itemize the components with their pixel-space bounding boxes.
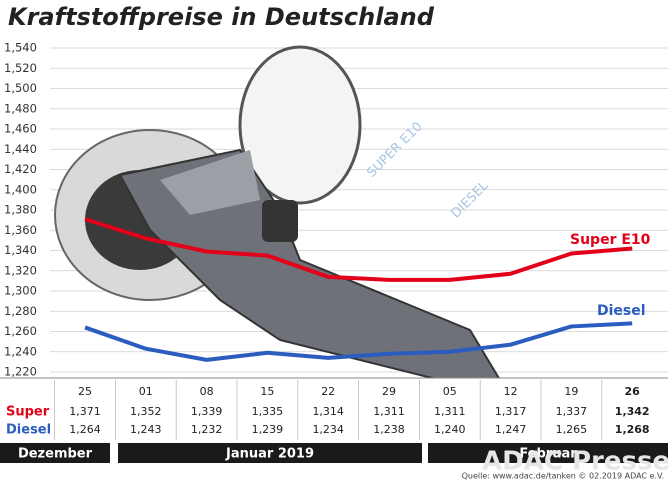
x-tick-label: 29 bbox=[382, 385, 396, 398]
month-label: Januar 2019 bbox=[225, 447, 314, 462]
x-tick-label: 12 bbox=[504, 385, 518, 398]
y-tick-label: 1,260 bbox=[4, 324, 37, 338]
value-label: 1,335 bbox=[252, 405, 284, 418]
value-label: 1,352 bbox=[130, 405, 162, 418]
source: Quelle: www.adac.de/tanken © 02.2019 ADA… bbox=[462, 472, 664, 481]
x-tick-label: 01 bbox=[139, 385, 153, 398]
month-band bbox=[428, 443, 668, 463]
value-label: 1,371 bbox=[69, 405, 101, 418]
month-label: Dezember bbox=[18, 447, 93, 462]
x-tick-label: 19 bbox=[564, 385, 578, 398]
fuel-cap bbox=[238, 45, 362, 205]
y-tick-label: 1,400 bbox=[4, 182, 37, 196]
nozzle-highlight bbox=[160, 150, 260, 215]
y-tick-label: 1,480 bbox=[4, 101, 37, 115]
x-tick-label: 05 bbox=[443, 385, 457, 398]
y-tick-label: 1,540 bbox=[4, 41, 37, 55]
value-label: 1,232 bbox=[191, 423, 223, 436]
y-tick-label: 1,420 bbox=[4, 162, 37, 176]
y-tick-label: 1,220 bbox=[4, 365, 37, 379]
value-label: 1,339 bbox=[191, 405, 223, 418]
x-tick-label: 25 bbox=[78, 385, 92, 398]
y-tick-label: 1,500 bbox=[4, 81, 37, 95]
table: 25 01 08 15 22 29 05 12 19 26 Super 1,371 1,352 1,339… bbox=[0, 377, 668, 440]
row-label: Super bbox=[6, 405, 50, 420]
series-label: Diesel bbox=[597, 303, 646, 319]
series-line bbox=[84, 321, 633, 362]
month-band bbox=[118, 443, 422, 463]
x-tick-label: 15 bbox=[260, 385, 274, 398]
y-tick-label: 1,460 bbox=[4, 122, 37, 136]
y-tick-label: 1,440 bbox=[4, 142, 37, 156]
y-tick-label: 1,280 bbox=[4, 304, 37, 318]
value-label: 1,265 bbox=[556, 423, 588, 436]
x-tick-label: 08 bbox=[200, 385, 214, 398]
series-label: Super E10 bbox=[570, 232, 651, 248]
x-tick-label: 26 bbox=[625, 385, 641, 398]
series-line bbox=[84, 217, 633, 282]
month-band bbox=[0, 443, 110, 463]
illustration bbox=[54, 45, 502, 381]
month-label: Februar bbox=[519, 447, 577, 462]
value-label: 1,314 bbox=[312, 405, 344, 418]
value-label: 1,234 bbox=[312, 423, 344, 436]
nozzle-cap bbox=[262, 200, 298, 242]
value-label: 1,268 bbox=[615, 423, 650, 436]
y-tick-label: 1,340 bbox=[4, 243, 37, 257]
value-label: 1,317 bbox=[495, 405, 527, 418]
value-label: 1,243 bbox=[130, 423, 162, 436]
value-label: 1,311 bbox=[373, 405, 405, 418]
value-label: 1,240 bbox=[434, 423, 466, 436]
value-label: 1,247 bbox=[495, 423, 527, 436]
chart-title: Kraftstoffpreise in Deutschland bbox=[8, 3, 435, 31]
table-bg bbox=[0, 378, 668, 440]
y-tick-label: 1,320 bbox=[4, 263, 37, 277]
y-tick-label: 1,240 bbox=[4, 344, 37, 358]
y-tick-label: 1,360 bbox=[4, 223, 37, 237]
value-label: 1,238 bbox=[373, 423, 405, 436]
value-label: 1,337 bbox=[556, 405, 588, 418]
value-label: 1,264 bbox=[69, 423, 101, 436]
value-label: 1,342 bbox=[615, 405, 650, 418]
row-label: Diesel bbox=[6, 423, 51, 438]
y-tick-label: 1,520 bbox=[4, 61, 37, 75]
x-tick-label: 22 bbox=[321, 385, 335, 398]
y-tick-label: 1,300 bbox=[4, 284, 37, 298]
y-tick-label: 1,380 bbox=[4, 203, 37, 217]
value-label: 1,239 bbox=[252, 423, 284, 436]
value-label: 1,311 bbox=[434, 405, 466, 418]
watermark: ADAC Presse bbox=[482, 447, 668, 477]
